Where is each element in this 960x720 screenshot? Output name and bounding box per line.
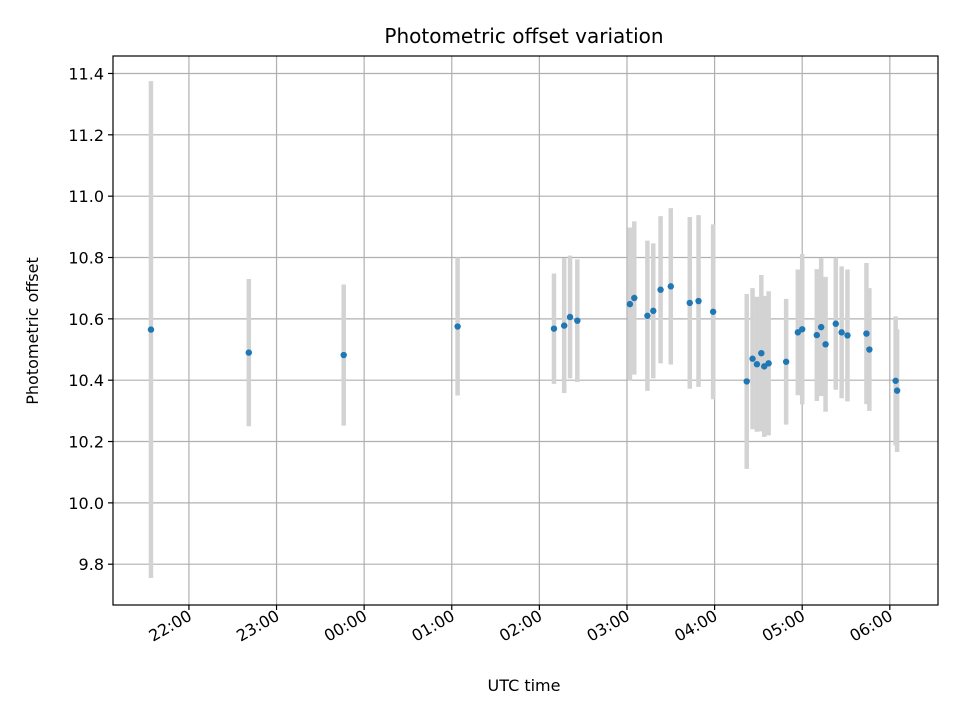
data-point xyxy=(574,317,581,324)
data-point xyxy=(245,349,252,356)
data-point xyxy=(866,346,873,353)
grid xyxy=(113,56,938,605)
data-point xyxy=(147,326,155,333)
data-point xyxy=(838,329,845,336)
data-point xyxy=(817,323,825,331)
data-point xyxy=(765,360,772,367)
data-point xyxy=(758,349,765,357)
data-point xyxy=(893,387,901,394)
data-point xyxy=(822,341,829,348)
data-point xyxy=(709,308,717,315)
data-point xyxy=(626,300,634,308)
data-point xyxy=(799,326,806,333)
y-tick-label: 10.6 xyxy=(68,310,104,329)
data-point xyxy=(813,331,821,339)
data-point xyxy=(550,325,558,332)
data-point xyxy=(644,312,651,319)
data-point xyxy=(566,313,574,321)
y-axis-label: Photometric offset xyxy=(23,257,42,405)
data-point xyxy=(782,358,790,365)
y-tick-label: 11.0 xyxy=(68,187,104,206)
data-point xyxy=(667,283,674,290)
y-tick-label: 10.4 xyxy=(68,371,104,390)
y-tick-label: 9.8 xyxy=(79,555,104,574)
data-point xyxy=(844,332,851,339)
data-point xyxy=(631,294,638,302)
data-point xyxy=(340,351,347,359)
data-point xyxy=(650,307,657,315)
data-point xyxy=(657,286,664,293)
data-point xyxy=(863,330,870,337)
data-point xyxy=(454,323,461,330)
data-point xyxy=(753,361,761,368)
y-tick-label: 11.4 xyxy=(68,64,104,83)
y-tick-label: 10.2 xyxy=(68,433,104,452)
data-point xyxy=(749,355,756,362)
y-tick-label: 10.0 xyxy=(68,494,104,513)
data-point xyxy=(832,320,839,327)
data-point xyxy=(695,297,702,305)
data-points xyxy=(147,283,901,394)
x-axis-label: UTC time xyxy=(488,676,561,695)
chart-title: Photometric offset variation xyxy=(384,24,663,48)
data-point xyxy=(743,378,750,385)
data-point xyxy=(560,322,568,329)
plot-frame xyxy=(112,55,939,606)
y-tick-label: 11.2 xyxy=(68,126,104,145)
data-point xyxy=(892,377,899,384)
y-tick-label: 10.8 xyxy=(68,249,104,268)
data-point xyxy=(686,299,693,307)
